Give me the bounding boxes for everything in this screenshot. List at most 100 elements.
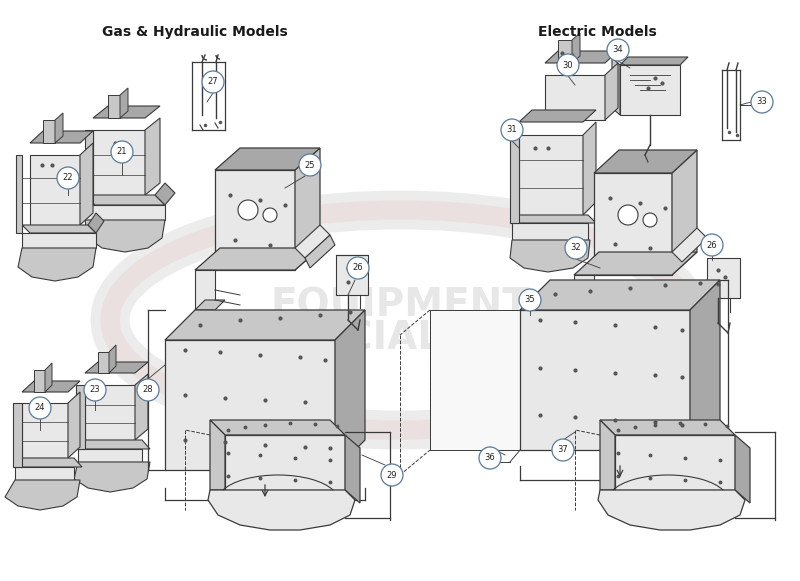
Polygon shape <box>605 63 618 120</box>
Polygon shape <box>574 252 697 275</box>
Text: 26: 26 <box>353 264 363 272</box>
Polygon shape <box>74 462 150 492</box>
Polygon shape <box>45 363 52 392</box>
Polygon shape <box>120 88 128 118</box>
Circle shape <box>643 213 657 227</box>
Polygon shape <box>672 228 707 262</box>
Polygon shape <box>512 223 588 240</box>
Text: 30: 30 <box>562 60 574 70</box>
Polygon shape <box>195 300 225 310</box>
Polygon shape <box>98 352 109 373</box>
Polygon shape <box>707 258 740 298</box>
Polygon shape <box>85 205 165 220</box>
Polygon shape <box>155 183 175 205</box>
Polygon shape <box>615 435 735 490</box>
Text: 35: 35 <box>525 296 535 304</box>
Text: 22: 22 <box>62 174 74 182</box>
Polygon shape <box>519 135 583 215</box>
Polygon shape <box>574 275 594 315</box>
Polygon shape <box>85 130 93 205</box>
Polygon shape <box>88 213 104 233</box>
Polygon shape <box>600 420 735 435</box>
Polygon shape <box>85 385 135 440</box>
Polygon shape <box>208 490 355 530</box>
Text: 26: 26 <box>706 241 718 249</box>
Polygon shape <box>430 310 520 450</box>
Polygon shape <box>145 118 160 195</box>
Circle shape <box>84 379 106 401</box>
Polygon shape <box>600 420 615 490</box>
Circle shape <box>751 91 773 113</box>
Polygon shape <box>672 150 697 275</box>
Text: 23: 23 <box>90 386 100 394</box>
Polygon shape <box>108 95 120 118</box>
Polygon shape <box>335 310 365 470</box>
Polygon shape <box>735 435 750 503</box>
Circle shape <box>381 464 403 486</box>
Circle shape <box>238 200 258 220</box>
Polygon shape <box>195 248 320 270</box>
Circle shape <box>57 167 79 189</box>
Polygon shape <box>210 420 345 435</box>
Polygon shape <box>512 215 596 223</box>
Polygon shape <box>519 110 596 122</box>
Polygon shape <box>195 270 215 310</box>
Polygon shape <box>215 170 295 270</box>
Polygon shape <box>85 220 165 252</box>
Text: EQUIPMENT: EQUIPMENT <box>270 286 530 324</box>
Polygon shape <box>295 148 320 270</box>
Polygon shape <box>80 143 93 225</box>
Circle shape <box>501 119 523 141</box>
Circle shape <box>299 154 321 176</box>
Circle shape <box>552 439 574 461</box>
Text: 34: 34 <box>613 45 623 55</box>
Polygon shape <box>510 135 519 223</box>
Polygon shape <box>78 440 150 449</box>
Polygon shape <box>135 374 148 440</box>
Polygon shape <box>336 255 368 295</box>
Polygon shape <box>690 280 720 450</box>
Polygon shape <box>572 33 580 63</box>
Polygon shape <box>22 403 68 458</box>
Polygon shape <box>34 370 45 392</box>
Polygon shape <box>55 113 63 143</box>
Circle shape <box>263 208 277 222</box>
Polygon shape <box>15 467 74 480</box>
Polygon shape <box>510 240 590 272</box>
Text: 33: 33 <box>757 98 767 106</box>
Polygon shape <box>215 148 320 170</box>
Polygon shape <box>583 122 596 215</box>
Polygon shape <box>30 155 80 225</box>
Polygon shape <box>93 130 145 195</box>
Circle shape <box>29 397 51 419</box>
Text: SPECIALISTS: SPECIALISTS <box>261 319 539 357</box>
Text: Electric Models: Electric Models <box>538 25 656 39</box>
Polygon shape <box>612 58 620 115</box>
Polygon shape <box>85 362 148 373</box>
Text: 24: 24 <box>34 403 46 413</box>
Polygon shape <box>520 310 690 450</box>
Circle shape <box>202 71 224 93</box>
Text: 36: 36 <box>485 454 495 462</box>
Polygon shape <box>165 340 335 470</box>
Polygon shape <box>225 435 345 490</box>
Text: 31: 31 <box>506 125 518 134</box>
Polygon shape <box>109 345 116 373</box>
Polygon shape <box>620 57 688 65</box>
Polygon shape <box>598 490 745 530</box>
Polygon shape <box>574 305 603 315</box>
Polygon shape <box>18 248 96 281</box>
Polygon shape <box>22 225 96 233</box>
Polygon shape <box>68 392 80 458</box>
Text: 27: 27 <box>208 77 218 87</box>
Polygon shape <box>15 458 82 467</box>
Circle shape <box>701 234 723 256</box>
Polygon shape <box>22 381 80 392</box>
Text: Gas & Hydraulic Models: Gas & Hydraulic Models <box>102 25 288 39</box>
Polygon shape <box>620 65 680 115</box>
Polygon shape <box>545 51 618 63</box>
Circle shape <box>137 379 159 401</box>
Polygon shape <box>93 106 160 118</box>
Circle shape <box>565 237 587 259</box>
Polygon shape <box>210 420 225 490</box>
